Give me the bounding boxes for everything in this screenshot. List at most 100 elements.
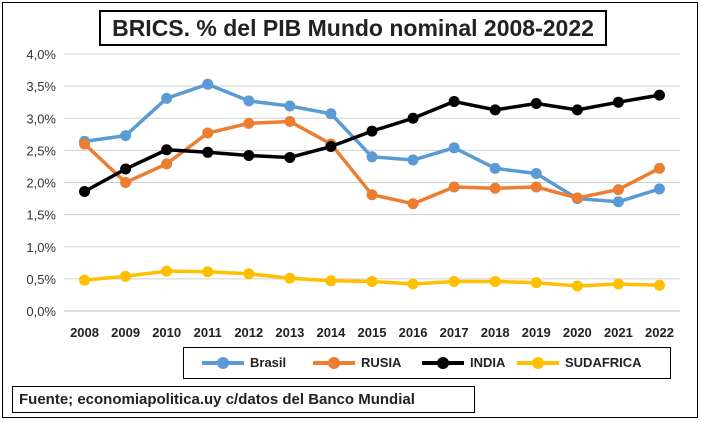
legend: Brasil RUSIA INDIA SUDAFRICA [183, 347, 671, 379]
legend-marker-rusia [313, 356, 355, 369]
data-point-brasil [284, 100, 296, 112]
data-point-rusia [653, 162, 665, 174]
x-tick-label: 2019 [522, 325, 551, 340]
x-tick-label: 2012 [234, 325, 263, 340]
data-point-brasil [612, 196, 624, 208]
x-tick-label: 2021 [604, 325, 633, 340]
legend-item-brasil: Brasil [200, 348, 286, 377]
series-group [79, 78, 665, 292]
x-tick-label: 2016 [399, 325, 428, 340]
y-tick-label: 3,5% [26, 79, 56, 94]
x-tick-label: 2014 [316, 325, 346, 340]
data-point-rusia [448, 181, 460, 193]
data-point-india [366, 125, 378, 137]
data-point-sudafrica [448, 275, 460, 287]
data-point-rusia [571, 192, 583, 204]
data-point-brasil [530, 168, 542, 180]
legend-label-india: INDIA [470, 355, 506, 370]
legend-label-rusia: RUSIA [361, 355, 402, 370]
gridlines [64, 53, 680, 312]
data-point-india [489, 104, 501, 116]
legend-marker-brasil [202, 356, 244, 369]
data-point-sudafrica [366, 275, 378, 287]
data-point-rusia [120, 177, 132, 188]
data-point-rusia [284, 115, 296, 127]
data-point-india [79, 185, 91, 197]
y-axis-ticks: 0,0% 0,5% 1,0% 1,5% 2,0% 2,5% 3,0% 3,5% 4,0% [26, 47, 56, 319]
data-point-india [161, 144, 173, 156]
legend-marker-india [422, 356, 464, 369]
data-point-brasil [325, 108, 337, 120]
x-tick-label: 2015 [358, 325, 387, 340]
data-point-india [325, 141, 337, 153]
y-tick-label: 2,0% [26, 176, 56, 191]
data-point-india [448, 96, 460, 108]
data-point-brasil [120, 130, 132, 142]
data-point-india [530, 97, 542, 109]
data-point-india [284, 151, 296, 163]
data-point-brasil [366, 151, 378, 163]
series-brasil [79, 78, 665, 208]
legend-marker-sudafrica [517, 356, 559, 369]
data-point-brasil [161, 92, 173, 104]
x-tick-label: 2018 [481, 325, 510, 340]
legend-label-brasil: Brasil [250, 355, 287, 370]
data-point-india [202, 146, 214, 158]
x-tick-label: 2011 [194, 325, 222, 340]
data-point-rusia [161, 158, 173, 170]
x-tick-label: 2013 [275, 325, 304, 340]
y-tick-label: 0,0% [26, 304, 56, 319]
data-point-india [120, 163, 132, 175]
data-point-sudafrica [489, 275, 501, 287]
chart-title-text: BRICS. % del PIB Mundo nominal 2008-2022 [112, 14, 594, 41]
data-point-india [407, 112, 419, 124]
data-point-india [653, 89, 665, 101]
y-tick-label: 4,0% [26, 47, 56, 62]
data-point-rusia [530, 181, 542, 193]
series-sudafrica [79, 265, 665, 292]
data-point-sudafrica [612, 278, 624, 290]
data-point-sudafrica [243, 268, 255, 280]
x-tick-label: 2020 [563, 325, 592, 340]
x-axis-ticks: 2008 2009 2010 2011 2012 2013 2014 2015 2016 2017… [70, 325, 674, 340]
legend-label-sudafrica: SUDAFRICA [565, 355, 642, 370]
data-point-brasil [407, 154, 419, 166]
x-tick-label: 2009 [111, 325, 140, 340]
data-point-india [612, 96, 624, 108]
data-point-rusia [407, 198, 419, 210]
data-point-india [571, 104, 583, 116]
series-rusia [79, 115, 665, 210]
x-tick-label: 2010 [152, 325, 181, 340]
y-tick-label: 1,5% [26, 208, 56, 223]
data-point-rusia [243, 117, 255, 129]
data-point-sudafrica [325, 275, 337, 287]
y-tick-label: 0,5% [26, 272, 56, 287]
data-point-sudafrica [530, 277, 542, 289]
chart-title: BRICS. % del PIB Mundo nominal 2008-2022 [99, 10, 607, 46]
y-tick-label: 1,0% [26, 240, 56, 255]
data-point-sudafrica [202, 266, 214, 278]
series-india [79, 89, 665, 197]
data-point-rusia [489, 182, 501, 194]
source-note: Fuente; economiapolitica.uy c/datos del … [12, 386, 475, 413]
data-point-rusia [79, 138, 91, 150]
data-point-brasil [448, 142, 460, 154]
data-point-sudafrica [653, 279, 665, 291]
x-tick-label: 2008 [70, 325, 99, 340]
data-point-sudafrica [120, 270, 132, 282]
data-point-sudafrica [407, 278, 419, 290]
data-point-sudafrica [571, 280, 583, 292]
legend-item-rusia: RUSIA [311, 348, 401, 377]
data-point-brasil [202, 78, 214, 90]
source-text: Fuente; economiapolitica.uy c/datos del … [19, 391, 415, 408]
data-point-rusia [202, 127, 214, 139]
legend-item-sudafrica: SUDAFRICA [515, 348, 642, 377]
x-tick-label: 2017 [440, 325, 469, 340]
data-point-brasil [243, 95, 255, 107]
data-point-brasil [653, 183, 665, 195]
data-point-rusia [366, 189, 378, 201]
data-point-india [243, 150, 255, 162]
y-tick-label: 2,5% [26, 143, 56, 158]
y-tick-label: 3,0% [26, 111, 56, 126]
